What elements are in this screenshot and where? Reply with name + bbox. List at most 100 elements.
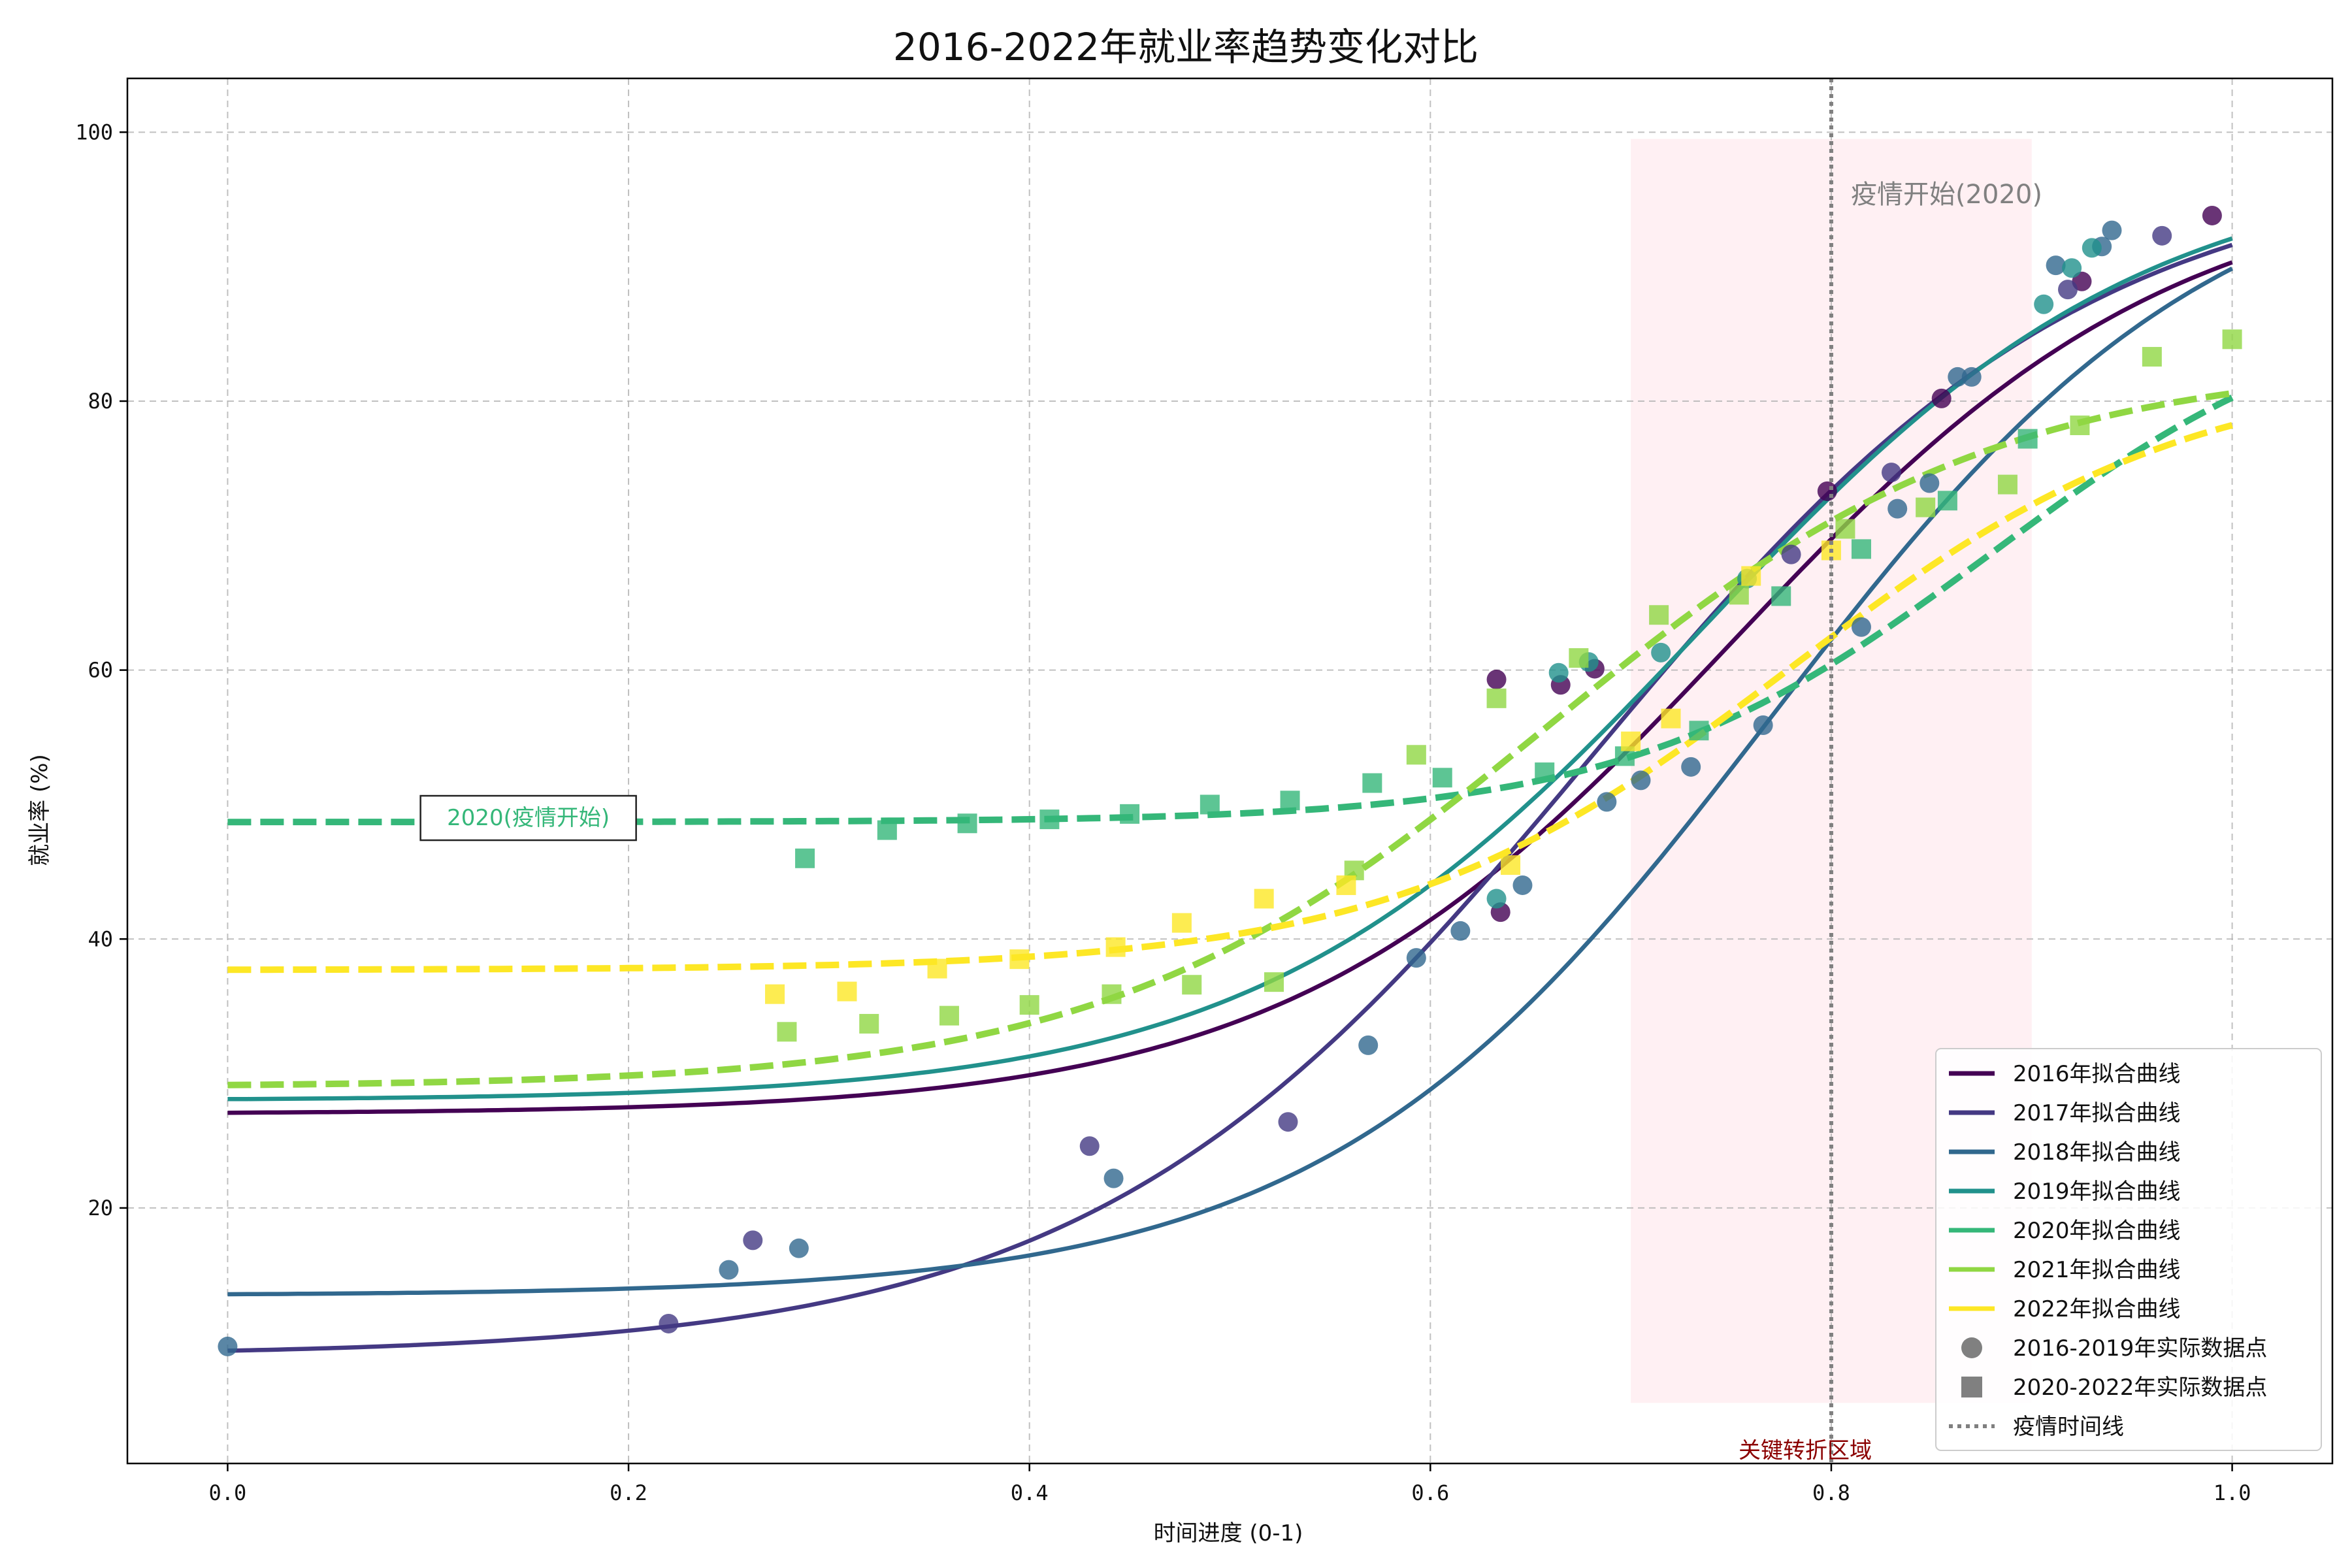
legend-label: 2017年拟合曲线: [2013, 1100, 2181, 1126]
fit-curve-2018: [227, 267, 2234, 1297]
data-point-square-2021: [1019, 995, 1039, 1015]
data-point-circle-2018: [1631, 770, 1651, 791]
y-tick-label: 60: [88, 658, 113, 683]
data-point-square-2022: [1621, 731, 1641, 751]
fit-curve-2019: [227, 236, 2233, 1102]
data-point-square-2021: [2070, 416, 2090, 436]
data-point-square-2022: [1254, 889, 1274, 909]
data-point-square-2022: [1105, 937, 1126, 957]
data-point-circle-2017: [743, 1230, 763, 1250]
data-point-circle-2018: [2102, 220, 2122, 240]
data-point-square-2021: [939, 1005, 959, 1026]
data-point-circle-2019: [2034, 294, 2054, 314]
data-point-circle-2018: [1681, 757, 1701, 777]
legend-label: 2018年拟合曲线: [2013, 1139, 2181, 1166]
legend-box: [1935, 1048, 2322, 1451]
data-point-circle-2017: [1079, 1136, 1100, 1156]
data-point-circle-2016: [1486, 670, 1507, 690]
data-point-square-2022: [1501, 855, 1521, 875]
data-point-circle-2019: [2062, 258, 2082, 278]
x-tick-label: 0.4: [1011, 1480, 1049, 1505]
data-point-circle-2017: [659, 1313, 679, 1333]
data-point-square-2021: [1569, 648, 1589, 668]
x-tick-label: 1.0: [2213, 1480, 2251, 1505]
data-point-circle-2017: [2058, 280, 2078, 300]
data-point-circle-2018: [2046, 255, 2066, 276]
data-point-square-2021: [1406, 745, 1426, 765]
data-point-circle-2016: [2202, 205, 2222, 225]
data-point-square-2020: [2017, 429, 2038, 449]
data-point-circle-2018: [1948, 367, 1968, 387]
data-point-square-2021: [1264, 972, 1284, 992]
legend-label: 疫情时间线: [2013, 1414, 2124, 1440]
data-point-circle-2019: [1486, 889, 1507, 909]
data-point-square-2021: [2222, 329, 2242, 350]
data-point-square-2022: [1171, 913, 1192, 933]
data-point-square-2020: [957, 813, 977, 834]
data-point-square-2022: [927, 958, 947, 979]
chart-title: 2016-2022年就业率趋势变化对比: [893, 25, 1478, 69]
y-tick-label: 40: [88, 926, 113, 951]
data-point-circle-2018: [1597, 792, 1617, 812]
data-point-circle-2018: [1919, 473, 1940, 493]
data-point-square-2020: [1362, 773, 1382, 793]
x-axis-label: 时间进度 (0-1): [1154, 1520, 1303, 1546]
axes-frame: [126, 77, 2334, 1465]
data-point-circle-2018: [1406, 948, 1426, 968]
data-point-square-2021: [2142, 347, 2162, 367]
data-point-circle-2017: [1781, 544, 1801, 564]
data-point-circle-2016: [1931, 388, 1952, 408]
data-point-square-2020: [1280, 791, 1300, 811]
plot-area: 疫情开始(2020) 关键转折区域 2020(疫情开始) 0.0 0.2 0.4 0.6 0.…: [75, 77, 2334, 1505]
x-tick-label: 0.2: [610, 1480, 647, 1505]
data-point-square-2021: [1102, 984, 1122, 1004]
data-point-square-2022: [1009, 949, 1030, 970]
fit-curve-2021: [227, 390, 2233, 1088]
data-point-square-2020: [1039, 809, 1060, 830]
data-point-square-2020: [877, 820, 897, 840]
data-point-square-2021: [777, 1022, 797, 1042]
highlight-region-label: 关键转折区域: [1739, 1437, 1872, 1463]
data-point-square-2021: [1729, 585, 1749, 605]
data-point-circle-2018: [1103, 1168, 1124, 1188]
data-point-square-2021: [1182, 975, 1202, 995]
series-group: [218, 205, 2242, 1356]
pandemic-label: 疫情开始(2020): [1851, 180, 2042, 210]
data-point-circle-2018: [218, 1336, 238, 1356]
legend-label: 2016年拟合曲线: [2013, 1061, 2181, 1087]
data-point-circle-2018: [719, 1260, 739, 1280]
data-point-circle-2018: [1887, 498, 1908, 519]
data-point-square-2021: [1916, 497, 1936, 517]
data-point-circle-2018: [1961, 367, 1982, 387]
data-point-square-2020: [1200, 794, 1220, 815]
data-point-circle-2019: [1651, 642, 1671, 662]
data-point-circle-2018: [1851, 617, 1871, 637]
data-point-circle-2017: [2152, 225, 2172, 246]
annotation-box-text: 2020(疫情开始): [447, 805, 610, 831]
data-point-circle-2018: [1512, 875, 1533, 895]
data-point-circle-2019: [1548, 662, 1569, 683]
data-point-square-2021: [1486, 688, 1507, 708]
x-tick-label: 0.8: [1812, 1480, 1850, 1505]
data-point-circle-2018: [1358, 1035, 1379, 1055]
legend-label: 2016-2019年实际数据点: [2013, 1335, 2267, 1362]
data-point-circle-2016: [1817, 481, 1837, 501]
data-point-circle-2017: [1882, 463, 1901, 483]
data-point-square-2022: [1661, 708, 1681, 728]
legend-label: 2019年拟合曲线: [2013, 1179, 2181, 1205]
data-point-square-2021: [1997, 474, 2017, 495]
data-point-circle-2018: [1753, 715, 1773, 736]
x-tick-label: 0.0: [209, 1480, 247, 1505]
data-point-square-2021: [859, 1013, 879, 1034]
legend-label: 2020-2022年实际数据点: [2013, 1375, 2267, 1401]
data-point-square-2020: [1689, 721, 1709, 741]
data-point-circle-2017: [1278, 1112, 1298, 1132]
y-tick-label: 100: [75, 120, 113, 144]
data-point-square-2020: [1771, 586, 1791, 606]
annotation-box: [419, 794, 637, 841]
data-point-square-2020: [1432, 768, 1452, 788]
legend: 2016年拟合曲线 2017年拟合曲线 2018年拟合曲线 2019年拟合曲线 2020…: [1935, 1048, 2322, 1451]
data-point-square-2021: [1835, 519, 1855, 539]
